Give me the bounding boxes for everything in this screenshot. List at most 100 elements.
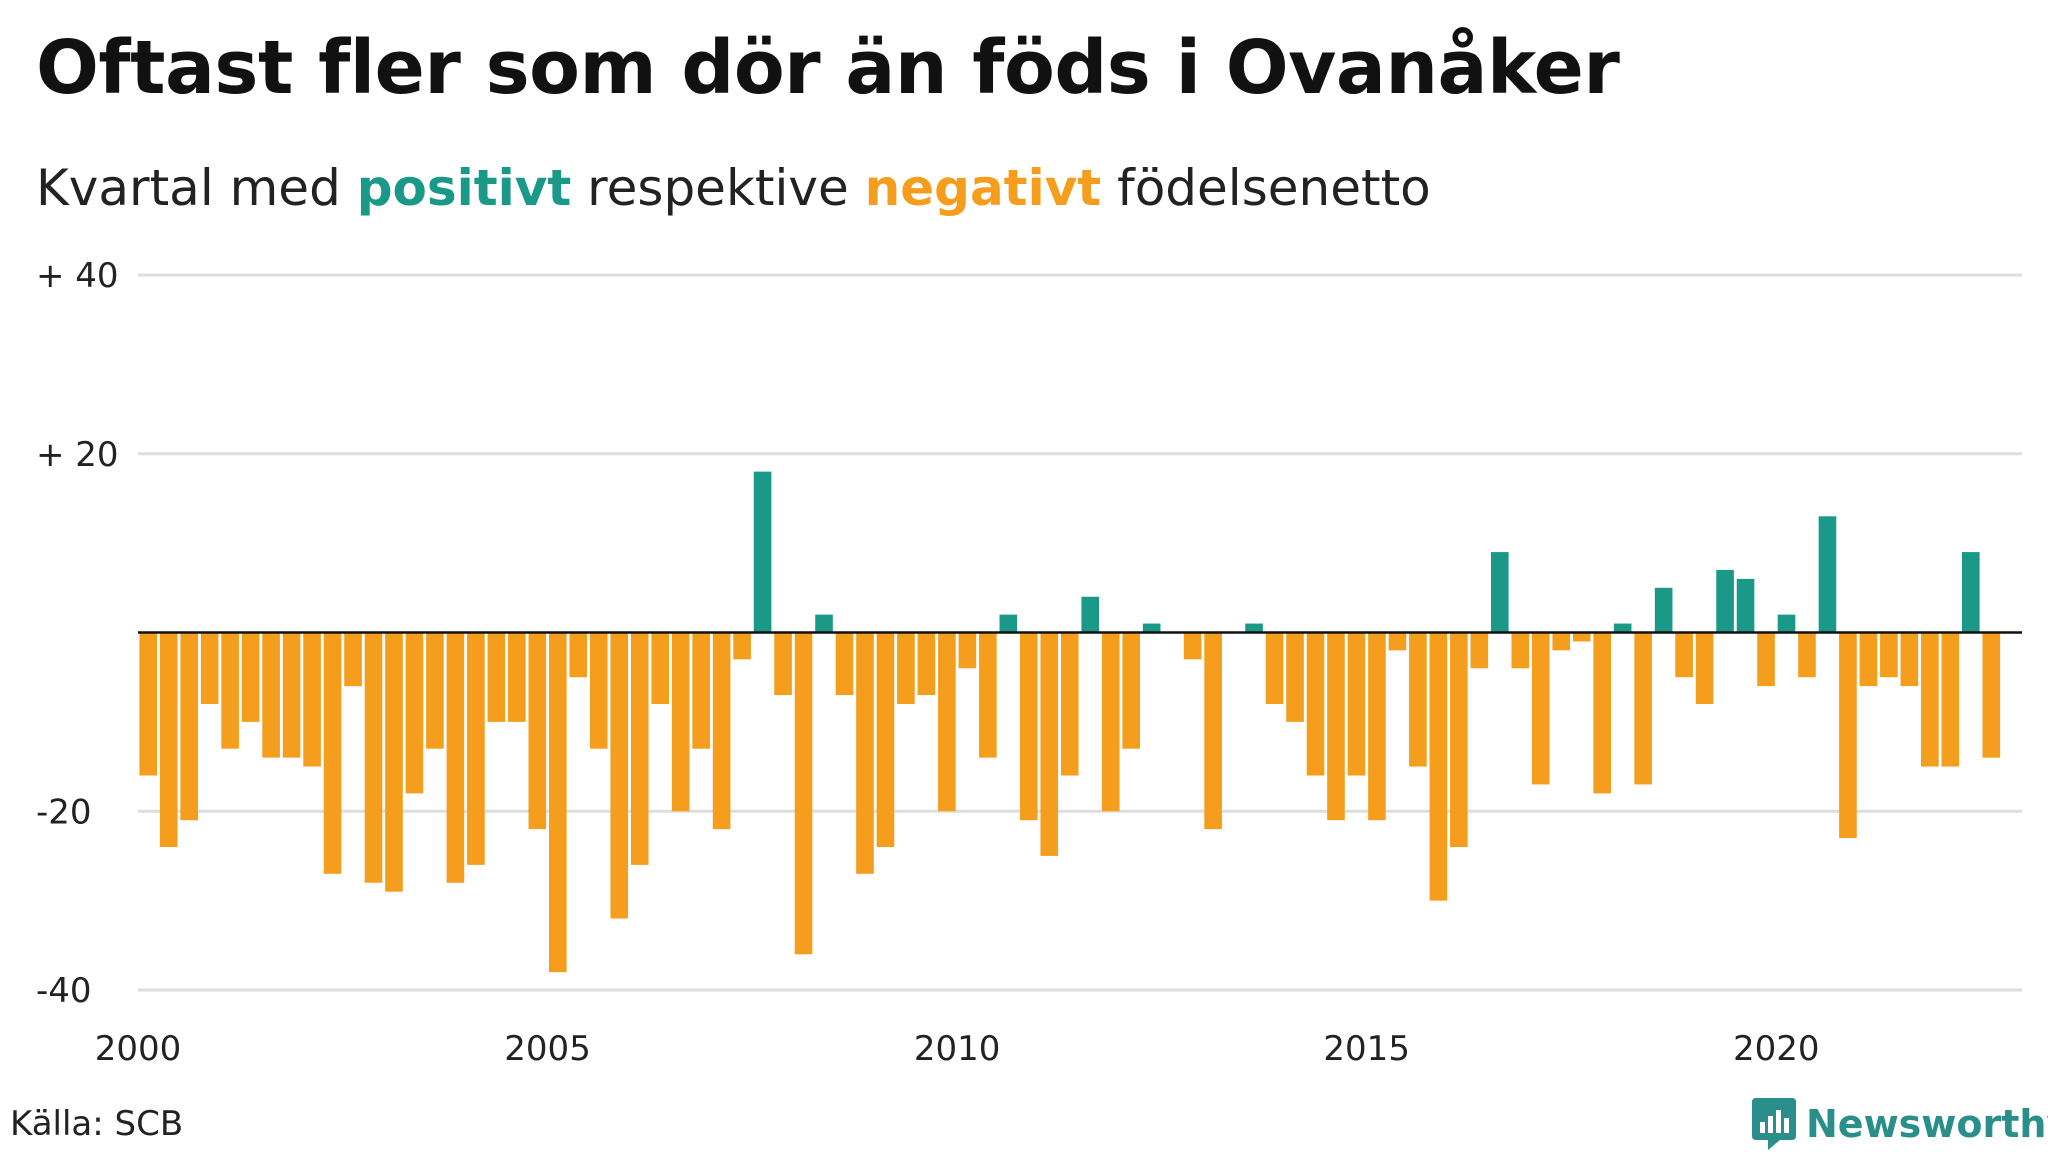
bar xyxy=(1429,632,1448,901)
bar xyxy=(1941,632,1960,767)
bar xyxy=(303,632,321,767)
bar xyxy=(1572,632,1591,642)
x-tick-label: 2010 xyxy=(914,1029,1001,1069)
bar xyxy=(1921,632,1939,767)
subtitle-negative-word: negativt xyxy=(864,159,1102,217)
bar xyxy=(1450,632,1468,847)
bar xyxy=(794,632,813,955)
brand-name: Newsworthy xyxy=(1806,1102,2048,1146)
bar xyxy=(1306,632,1325,776)
bar xyxy=(1900,632,1919,687)
bar xyxy=(610,632,629,919)
bar xyxy=(1470,632,1489,669)
subtitle-middle: respektive xyxy=(571,159,865,217)
bar xyxy=(1777,614,1796,633)
bar xyxy=(1060,632,1079,776)
bar xyxy=(1122,632,1141,749)
bar xyxy=(1982,632,2001,758)
bar xyxy=(364,632,383,883)
bar xyxy=(651,632,670,704)
bar xyxy=(1675,632,1693,678)
bar xyxy=(692,632,710,749)
bar xyxy=(1961,552,1980,633)
bar xyxy=(1839,632,1857,839)
bar xyxy=(1204,632,1222,830)
y-tick-label: + 40 xyxy=(36,256,119,296)
bar xyxy=(1654,587,1673,633)
chart-subtitle: Kvartal med positivt respektive negativt… xyxy=(36,156,1431,220)
bar xyxy=(917,632,936,696)
bar xyxy=(1552,632,1571,651)
subtitle-positive-word: positivt xyxy=(356,159,572,217)
bar xyxy=(344,632,362,687)
bar xyxy=(1634,632,1652,785)
bar xyxy=(1142,623,1161,633)
bar xyxy=(1327,632,1345,821)
bar xyxy=(589,632,608,749)
bar xyxy=(200,632,219,704)
bar xyxy=(958,632,977,669)
bar xyxy=(508,632,526,722)
bar xyxy=(671,632,690,812)
x-tick-label: 2015 xyxy=(1323,1029,1410,1069)
bar xyxy=(569,632,588,678)
bar xyxy=(856,632,874,874)
bar xyxy=(548,632,567,973)
x-tick-label: 2000 xyxy=(95,1029,182,1069)
y-axis-labels: + 40 + 20 -20 -40 xyxy=(36,256,119,1011)
bar xyxy=(1695,632,1714,704)
bar xyxy=(1757,632,1775,687)
bar xyxy=(733,632,751,660)
bar xyxy=(282,632,301,758)
bar xyxy=(1040,632,1059,856)
bar xyxy=(1859,632,1878,687)
bar xyxy=(1183,632,1202,660)
subtitle-prefix: Kvartal med xyxy=(36,159,357,217)
bar xyxy=(1736,578,1755,633)
bar xyxy=(979,632,997,758)
bar xyxy=(405,632,424,794)
source-note: Källa: SCB xyxy=(10,1104,184,1144)
bar xyxy=(815,614,833,633)
bar xyxy=(774,632,792,696)
newsworthy-logo-icon xyxy=(1752,1098,1796,1150)
bar xyxy=(999,614,1018,633)
bar xyxy=(221,632,239,749)
bar xyxy=(1490,552,1509,633)
bar xyxy=(1716,569,1734,633)
bar xyxy=(1880,632,1898,678)
bar xyxy=(1798,632,1816,678)
bar xyxy=(1818,516,1837,633)
bar xyxy=(385,632,403,892)
bar xyxy=(1101,632,1120,812)
newsworthy-logo: Newsworthy xyxy=(1752,1098,2048,1150)
bar xyxy=(528,632,547,830)
bar xyxy=(1019,632,1038,821)
x-tick-label: 2020 xyxy=(1733,1029,1820,1069)
bar xyxy=(1347,632,1366,776)
bar xyxy=(1245,623,1263,633)
bar xyxy=(835,632,854,696)
bar xyxy=(1368,632,1386,821)
bar xyxy=(139,632,158,776)
bar xyxy=(1286,632,1304,722)
bar xyxy=(262,632,280,758)
bar xyxy=(323,632,342,874)
bar xyxy=(1388,632,1407,651)
x-tick-label: 2005 xyxy=(504,1029,591,1069)
chart-title: Oftast fler som dör än föds i Ovanåker xyxy=(36,25,1620,111)
bar xyxy=(712,632,731,830)
bar xyxy=(1409,632,1427,767)
x-axis-labels: 2000 2005 2010 2015 2020 xyxy=(95,1029,1820,1069)
y-tick-label: -20 xyxy=(36,792,92,832)
bar xyxy=(1531,632,1550,785)
bar xyxy=(446,632,465,883)
bar xyxy=(897,632,915,704)
bar xyxy=(1613,623,1632,633)
bar xyxy=(487,632,506,722)
bar xyxy=(159,632,178,847)
bar xyxy=(1081,596,1100,633)
subtitle-suffix: födelsenetto xyxy=(1101,159,1431,217)
y-tick-label: -40 xyxy=(36,971,92,1011)
bar xyxy=(467,632,485,865)
